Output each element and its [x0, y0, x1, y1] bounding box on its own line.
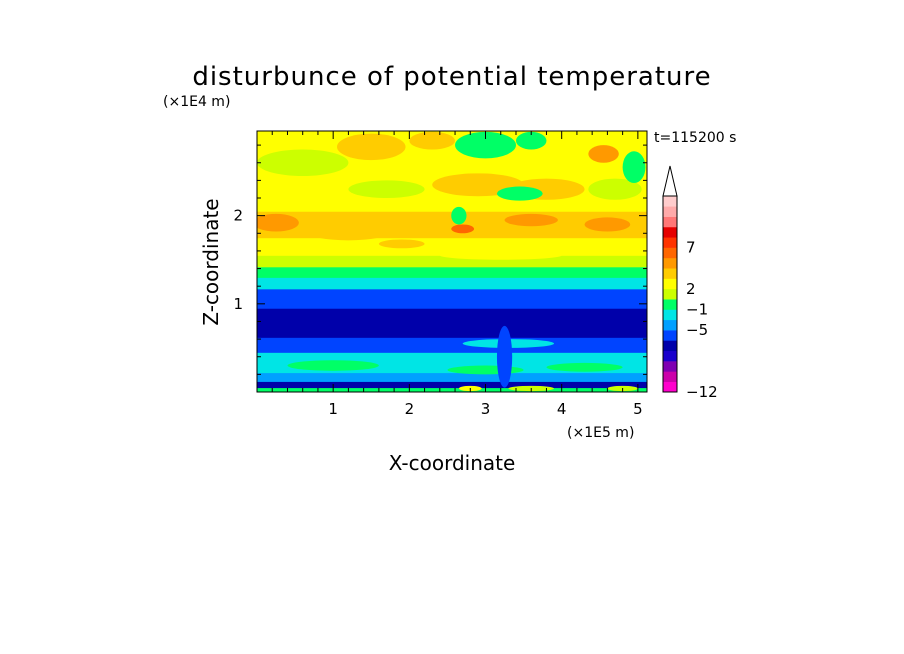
- x-tick-label: 2: [405, 400, 415, 418]
- colorbar-extend-arrow: [662, 165, 678, 197]
- colorbar-swatch-12: [663, 257, 677, 269]
- colorbar-swatch-17: [663, 206, 677, 217]
- y-axis-title: Z-coordinate: [199, 198, 223, 325]
- contour-patch-22: [447, 365, 524, 375]
- contour-patch-16: [451, 206, 467, 225]
- contour-patch-3: [306, 222, 391, 241]
- colorbar-swatch-5: [663, 330, 677, 341]
- colorbar-swatch-18: [663, 196, 677, 207]
- contour-patch-2: [584, 217, 631, 232]
- colorbar-swatch-9: [663, 288, 677, 300]
- contour-patch-1: [504, 213, 558, 227]
- contour-patch-19: [439, 250, 562, 260]
- y-tick-label: 1: [233, 295, 243, 313]
- time-label: t=115200 s: [654, 130, 736, 146]
- x-tick-label: 1: [328, 400, 338, 418]
- plot-frame: [256, 130, 648, 393]
- x-axis-title: X-coordinate: [389, 451, 516, 475]
- contour-band-6: [257, 299, 647, 309]
- y-multiplier-label: (×1E4 m): [163, 94, 230, 110]
- colorbar-swatch-1: [663, 371, 677, 382]
- x-axis: 1 2 3 4 5: [271, 131, 643, 418]
- chart-title: disturbunce of potential temperature: [192, 62, 711, 92]
- contour-patch-8: [588, 178, 642, 200]
- x-tick-label: 5: [633, 400, 643, 418]
- contour-band-0: [257, 387, 647, 392]
- contour-patch-21: [287, 360, 379, 371]
- x-tick-label: 4: [557, 400, 567, 418]
- contour-patch-10: [409, 131, 456, 150]
- contour-band-5: [257, 308, 647, 338]
- colorbar: −12−5−127: [662, 165, 718, 401]
- contour-patch-0: [257, 213, 299, 232]
- colorbar-swatch-11: [663, 268, 677, 279]
- contour-patch-13: [588, 145, 619, 163]
- contour-patch-4: [257, 149, 349, 176]
- colorbar-swatch-10: [663, 278, 677, 290]
- colorbar-tick-label: −12: [686, 383, 718, 401]
- contour-band-10: [257, 255, 647, 268]
- contour-patch-9: [336, 133, 406, 161]
- x-multiplier-label: (×1E5 m): [567, 425, 634, 441]
- contour-band-4: [257, 337, 647, 353]
- contour-band-1: [257, 381, 647, 389]
- colorbar-swatch-8: [663, 299, 677, 310]
- contour-patch-17: [451, 224, 475, 234]
- contour-band-2: [257, 372, 647, 382]
- colorbar-swatch-13: [663, 247, 677, 259]
- contour-patch-12: [515, 131, 547, 150]
- colorbar-swatch-16: [663, 216, 677, 228]
- contour-patch-24: [496, 325, 513, 388]
- colorbar-swatch-14: [663, 237, 677, 248]
- colorbar-swatch-2: [663, 361, 677, 372]
- contour-patch-23: [546, 362, 623, 372]
- contour-patch-5: [348, 180, 425, 199]
- colorbar-swatch-6: [663, 319, 677, 331]
- y-axis: 12: [233, 144, 647, 375]
- x-tick-label: 3: [481, 400, 491, 418]
- colorbar-swatch-4: [663, 340, 677, 352]
- colorbar-tick-label: 2: [686, 280, 696, 298]
- colorbar-tick-label: 7: [686, 239, 696, 257]
- colorbar-tick-label: −1: [686, 300, 708, 318]
- contour-band-11: [257, 237, 647, 256]
- contour-band-8: [257, 277, 647, 290]
- contour-patch-18: [378, 239, 425, 249]
- contour-plot: [257, 131, 647, 392]
- contour-patch-11: [455, 131, 516, 159]
- contour-band-9: [257, 266, 647, 278]
- colorbar-swatch-0: [663, 381, 677, 393]
- contour-band-7: [257, 288, 647, 300]
- contour-patch-14: [496, 186, 543, 201]
- colorbar-swatch-3: [663, 350, 677, 362]
- colorbar-swatch-7: [663, 309, 677, 321]
- colorbar-tick-label: −5: [686, 321, 708, 339]
- contour-patch-15: [622, 151, 646, 184]
- y-tick-label: 2: [233, 207, 243, 225]
- colorbar-swatch-15: [663, 226, 677, 238]
